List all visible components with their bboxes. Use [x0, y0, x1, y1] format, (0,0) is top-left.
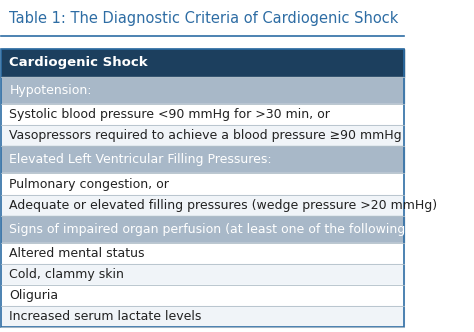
- Bar: [1, 264, 404, 285]
- Bar: [1, 49, 404, 76]
- Bar: [1, 104, 404, 125]
- Bar: [1, 173, 404, 195]
- Text: Table 1: The Diagnostic Criteria of Cardiogenic Shock: Table 1: The Diagnostic Criteria of Card…: [9, 11, 399, 26]
- Text: Altered mental status: Altered mental status: [9, 247, 145, 260]
- Text: Oliguria: Oliguria: [9, 289, 59, 302]
- Text: Cardiogenic Shock: Cardiogenic Shock: [9, 56, 148, 69]
- Bar: [1, 125, 404, 146]
- Text: Elevated Left Ventricular Filling Pressures:: Elevated Left Ventricular Filling Pressu…: [9, 153, 272, 166]
- Text: Cold, clammy skin: Cold, clammy skin: [9, 268, 124, 281]
- Text: Signs of impaired organ perfusion (at least one of the following):: Signs of impaired organ perfusion (at le…: [9, 223, 415, 236]
- Bar: [1, 49, 404, 327]
- Bar: [1, 215, 404, 243]
- Text: Vasopressors required to achieve a blood pressure ≥90 mmHg: Vasopressors required to achieve a blood…: [9, 129, 402, 142]
- Text: Increased serum lactate levels: Increased serum lactate levels: [9, 310, 202, 323]
- Bar: [1, 243, 404, 264]
- Text: Adequate or elevated filling pressures (wedge pressure >20 mmHg): Adequate or elevated filling pressures (…: [9, 199, 438, 211]
- Bar: [1, 285, 404, 306]
- Bar: [1, 146, 404, 173]
- Bar: [1, 76, 404, 104]
- Bar: [1, 195, 404, 215]
- Text: Pulmonary congestion, or: Pulmonary congestion, or: [9, 178, 169, 191]
- Text: Hypotension:: Hypotension:: [9, 84, 92, 97]
- Text: Systolic blood pressure <90 mmHg for >30 min, or: Systolic blood pressure <90 mmHg for >30…: [9, 108, 330, 121]
- Bar: [1, 306, 404, 327]
